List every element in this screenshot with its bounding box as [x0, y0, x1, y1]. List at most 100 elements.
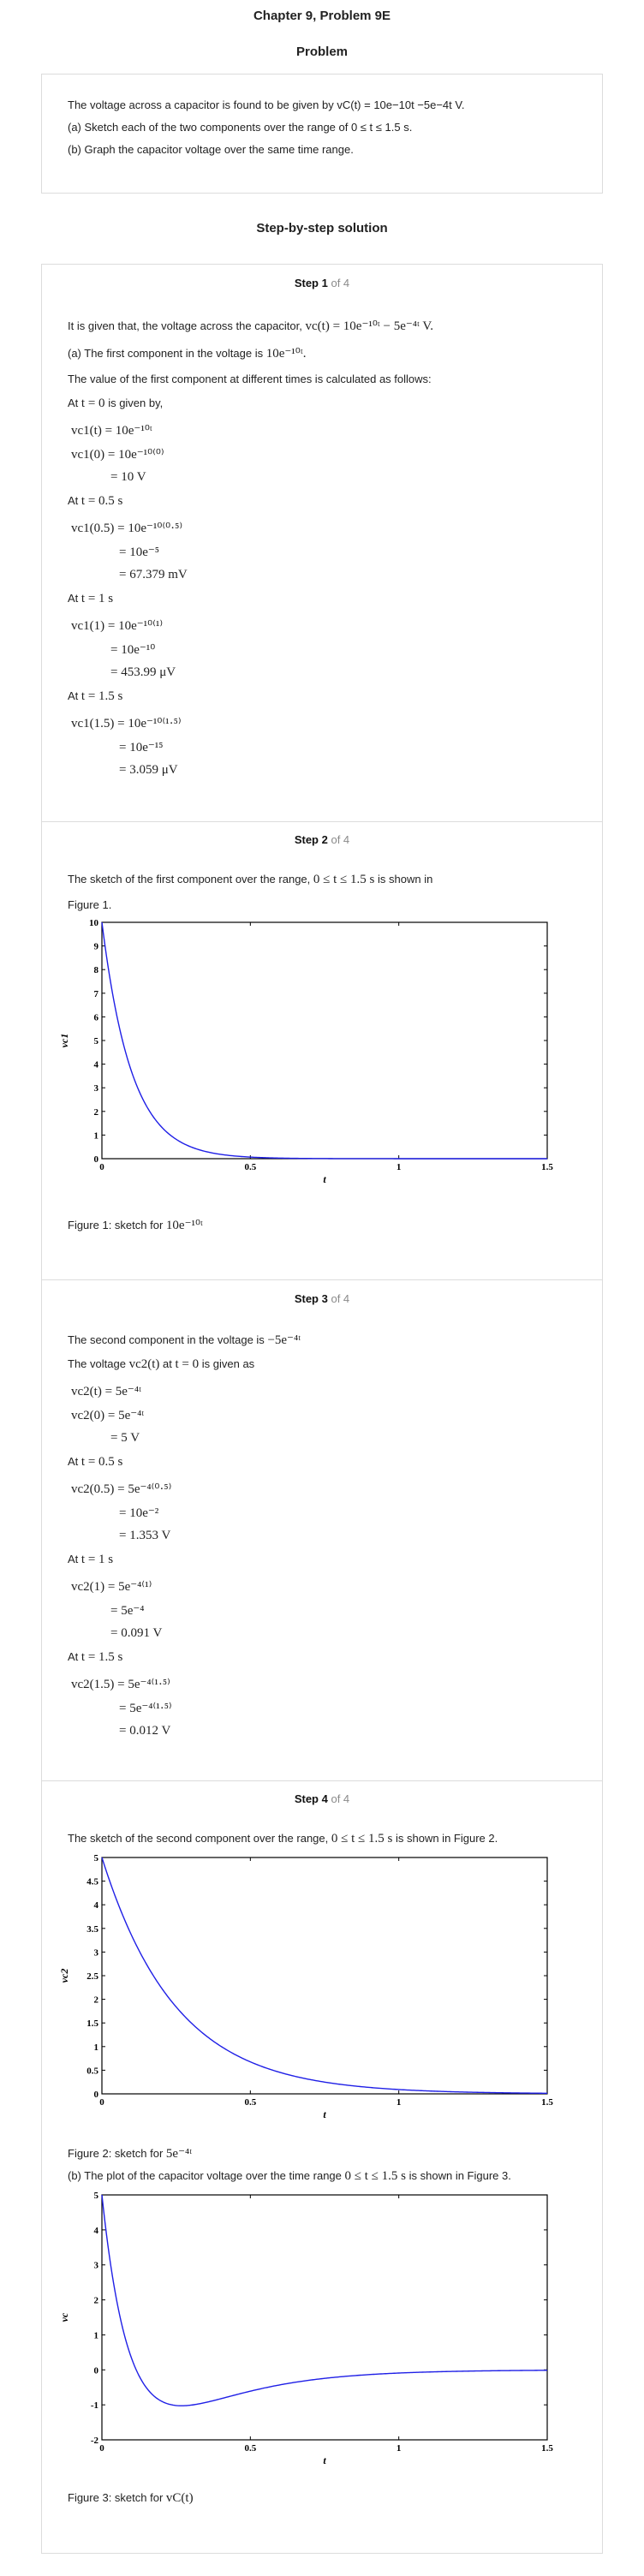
figure-3-caption-text: Figure 3: sketch for [68, 2491, 164, 2504]
step3-eq05c: = 1.353 V [119, 1529, 171, 1542]
problem-line-2: (a) Sketch each of the two components ov… [68, 121, 413, 134]
step3-eq05b: = 10e⁻² [119, 1506, 159, 1520]
step1-intro: It is given that, the voltage across the… [68, 318, 433, 334]
step1-eq05a: vc1(0.5) = 10e⁻¹⁰⁽⁰·⁵⁾ [71, 522, 183, 535]
x-tick-label: 1.5 [541, 2097, 553, 2108]
step4-b-post: is shown in Figure 3. [408, 2169, 511, 2182]
step1-at-0-math: t = 0 [80, 397, 105, 410]
x-axis-label: t [323, 1173, 326, 1185]
y-axis-label: vc2 [58, 1969, 70, 1983]
y-tick-label: 0 [94, 2090, 99, 2100]
step2-text: The sketch of the first component over t… [68, 873, 432, 887]
x-tick-label: 0 [99, 2097, 104, 2108]
step1-eq0a: vc1(t) = 10e⁻¹⁰ᵗ [71, 424, 152, 438]
step-4-label: Step 4 [294, 1792, 328, 1805]
step4-b-range: 0 ≤ t ≤ 1.5 s [344, 2169, 406, 2183]
step3-at-05-pre: At [68, 1455, 79, 1468]
step-3-label: Step 3 [294, 1292, 328, 1305]
y-tick-label: 1 [94, 2042, 99, 2053]
x-tick-label: 1.5 [541, 1162, 553, 1172]
step3-eq1a: vc2(1) = 5e⁻⁴⁽¹⁾ [71, 1580, 152, 1594]
y-tick-label: 5 [94, 1036, 99, 1046]
step2-range: 0 ≤ t ≤ 1.5 s [313, 873, 375, 886]
step-1-label: Step 1 [294, 277, 328, 289]
x-tick-label: 1 [397, 2443, 402, 2454]
step4-b-pre: (b) The plot of the capacitor voltage ov… [68, 2169, 342, 2182]
step1-eq1b: = 10e⁻¹⁰ [110, 643, 156, 657]
y-tick-label: 2 [94, 2296, 99, 2306]
step1-at-15-pre: At [68, 689, 79, 702]
step3-voltage: The voltage vc2(t) at t = 0 is given as [68, 1357, 254, 1372]
step-divider [42, 821, 602, 822]
step3-text-pre: The second component in the voltage is [68, 1333, 265, 1346]
step2-text2: Figure 1. [68, 898, 112, 911]
step-1-header: Step 1 of 4 [42, 277, 602, 289]
step1-intro-eq: vc(t) = 10e⁻¹⁰ᵗ − 5e⁻⁴ᵗ V. [305, 319, 434, 333]
step-3-of: of 4 [331, 1292, 350, 1305]
solution-heading: Step-by-step solution [256, 221, 388, 236]
figure-2-chart: 0 0.5 1 1.5 0 0.5 1 1.5 2 2.5 3 3.5 4 4.5 5 t vc2 [58, 1853, 553, 2120]
step-2-label: Step 2 [294, 833, 328, 846]
y-tick-label: 4 [94, 2226, 99, 2236]
step3-at-05-math: t = 0.5 s [80, 1455, 123, 1469]
step4-text: The sketch of the second component over … [68, 1832, 498, 1846]
step-divider [42, 1279, 602, 1280]
step1-eq15c: = 3.059 μV [119, 763, 178, 777]
x-tick-label: 1.5 [541, 2443, 553, 2454]
step1-eq1c: = 453.99 μV [110, 665, 176, 679]
x-tick-label: 0.5 [244, 2097, 256, 2108]
step-divider [42, 1780, 602, 1781]
problem-line-1: The voltage across a capacitor is found … [68, 98, 465, 111]
x-tick-label: 1 [397, 1162, 402, 1172]
x-axis-label: t [323, 2454, 326, 2466]
y-tick-label: 7 [94, 989, 99, 999]
step4-text-pre: The sketch of the second component over … [68, 1832, 329, 1845]
y-tick-label: 1 [94, 1130, 99, 1141]
step1-at-0-post: is given by, [108, 397, 164, 409]
y-tick-label: 4.5 [86, 1877, 98, 1887]
figure-1-caption-text: Figure 1: sketch for [68, 1219, 164, 1231]
step4-b-text: (b) The plot of the capacitor voltage ov… [68, 2169, 511, 2184]
figure-2-caption-eq: 5e⁻⁴ᵗ [165, 2147, 193, 2161]
y-tick-label: 1.5 [86, 2018, 98, 2029]
step3-at-05: At t = 0.5 s [68, 1455, 122, 1470]
plot-frame [101, 921, 548, 1160]
step3-at-15-math: t = 1.5 s [80, 1650, 123, 1664]
y-tick-label: 4 [94, 1900, 99, 1911]
problem-box: The voltage across a capacitor is found … [41, 74, 603, 194]
step3-at-15: At t = 1.5 s [68, 1650, 122, 1665]
step2-text-pre: The sketch of the first component over t… [68, 873, 311, 886]
y-tick-label: 6 [94, 1012, 99, 1023]
step3-eq0a: vc2(t) = 5e⁻⁴ᵗ [71, 1385, 141, 1398]
y-tick-label: 8 [94, 965, 99, 975]
step1-eq15b: = 10e⁻¹⁵ [119, 741, 164, 754]
step3-voltage-at: at [163, 1357, 172, 1370]
x-tick-label: 0 [99, 2443, 104, 2454]
y-tick-label: 3.5 [86, 1924, 98, 1935]
step3-at-15-pre: At [68, 1650, 79, 1663]
y-tick-label: 5 [94, 1853, 99, 1863]
step1-at-1: At t = 1 s [68, 592, 113, 606]
y-tick-label: 2.5 [86, 1971, 98, 1982]
plot-frame [101, 1857, 548, 2095]
y-tick-label: 1 [94, 2330, 99, 2340]
step-4-of: of 4 [331, 1792, 350, 1805]
problem-heading: Problem [295, 45, 348, 59]
series-line [101, 1857, 548, 2095]
y-tick-label: 5 [94, 2191, 99, 2201]
y-tick-label: 2 [94, 1107, 99, 1118]
x-tick-label: 1 [397, 2097, 402, 2108]
step-2-of: of 4 [331, 833, 350, 846]
y-tick-label: -1 [91, 2400, 98, 2411]
step1-at-05: At t = 0.5 s [68, 494, 122, 509]
step3-at-1-pre: At [68, 1553, 79, 1565]
step1-at-1-math: t = 1 s [80, 592, 114, 605]
figure-3-chart: 0 0.5 1 1.5 -2 -1 0 1 2 3 4 5 t vc [58, 2191, 553, 2466]
step-3-header: Step 3 of 4 [42, 1292, 602, 1305]
x-tick-label: 0 [99, 1162, 104, 1172]
figure-2-caption-text: Figure 2: sketch for [68, 2147, 164, 2160]
step1-a: (a) The first component in the voltage i… [68, 345, 306, 361]
step1-eq1a: vc1(1) = 10e⁻¹⁰⁽¹⁾ [71, 619, 164, 633]
step3-text: The second component in the voltage is −… [68, 1332, 301, 1348]
y-axis-label: vc1 [58, 1034, 70, 1048]
